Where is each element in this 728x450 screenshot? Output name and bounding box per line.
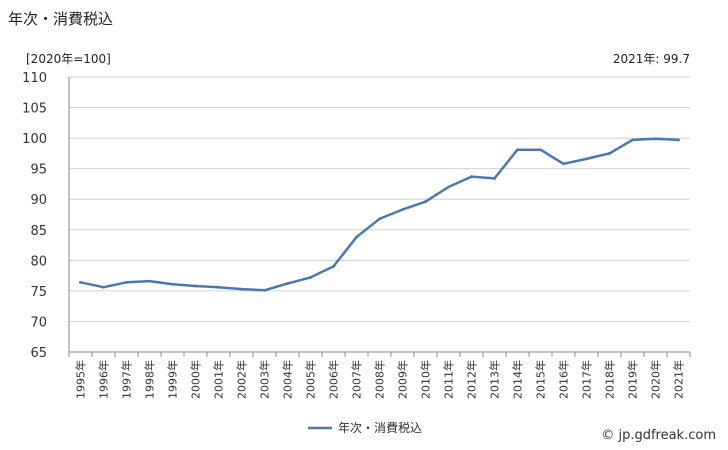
y-tick-label: 85 xyxy=(30,224,47,239)
data-point xyxy=(608,151,611,155)
x-tick-label: 2003年 xyxy=(258,360,272,399)
x-tick-label: 2002年 xyxy=(235,360,249,399)
x-tick-label: 2011年 xyxy=(442,360,456,399)
data-point xyxy=(309,276,312,279)
unit-label: [2020年=100] xyxy=(26,52,111,66)
data-point xyxy=(102,285,105,289)
x-tick-label: 1996年 xyxy=(97,360,111,399)
x-tick-label: 1997年 xyxy=(120,360,134,399)
data-point xyxy=(516,148,519,152)
data-point xyxy=(332,265,335,268)
x-tick-label: 2020年 xyxy=(649,360,663,399)
data-point xyxy=(378,217,381,221)
x-tick-label: 1995年 xyxy=(74,360,88,399)
x-tick-label: 2010年 xyxy=(419,360,433,399)
y-tick-label: 100 xyxy=(22,132,47,147)
x-tick-label: 2018年 xyxy=(603,360,617,399)
legend-label: 年次・消費税込 xyxy=(338,420,422,435)
data-point xyxy=(217,285,220,289)
x-tick-label: 2008年 xyxy=(373,360,387,399)
data-point xyxy=(240,287,243,291)
data-point xyxy=(79,280,82,284)
latest-value-note: 2021年: 99.7 xyxy=(612,52,690,66)
data-point xyxy=(654,137,657,141)
x-tick-label: 2006年 xyxy=(327,360,341,399)
x-tick-label: 2013年 xyxy=(488,360,502,399)
data-point xyxy=(631,138,634,142)
data-point xyxy=(539,148,542,152)
x-tick-label: 2016年 xyxy=(557,360,571,399)
x-tick-label: 2004年 xyxy=(281,360,295,399)
y-tick-label: 95 xyxy=(30,163,47,178)
x-tick-label: 2019年 xyxy=(626,360,640,399)
series-line xyxy=(79,137,680,292)
x-tick-label: 2017年 xyxy=(580,360,594,399)
x-tick-label: 2007年 xyxy=(350,360,364,399)
x-tick-label: 2009年 xyxy=(396,360,410,399)
x-tick-label: 2001年 xyxy=(212,360,226,399)
data-point xyxy=(355,235,358,239)
x-tick-label: 2014年 xyxy=(511,360,525,399)
y-tick-label: 105 xyxy=(22,102,47,117)
data-point xyxy=(125,280,128,284)
x-tick-label: 2000年 xyxy=(189,360,203,399)
data-point xyxy=(401,208,404,212)
data-point xyxy=(677,138,680,142)
data-point xyxy=(148,279,151,283)
data-point xyxy=(424,200,427,204)
x-tick-label: 2012年 xyxy=(465,360,479,399)
data-point xyxy=(447,185,450,189)
source-credit[interactable]: © jp.gdfreak.com xyxy=(601,428,716,443)
y-tick-label: 70 xyxy=(30,315,47,330)
x-tick-label: 2021年 xyxy=(672,360,686,399)
x-tick-label: 1999年 xyxy=(166,360,180,399)
x-tick-label: 2005年 xyxy=(304,360,318,399)
data-point xyxy=(263,288,266,292)
x-tick-label: 1998年 xyxy=(143,360,157,399)
y-tick-label: 110 xyxy=(22,71,47,86)
data-point xyxy=(171,282,174,286)
data-point xyxy=(493,177,496,180)
chart-title: 年次・消費税込 xyxy=(8,10,114,28)
data-point xyxy=(585,157,588,161)
data-point xyxy=(470,175,473,179)
x-tick-label: 2015年 xyxy=(534,360,548,399)
y-tick-label: 75 xyxy=(30,285,47,300)
y-tick-label: 80 xyxy=(30,254,47,269)
data-point xyxy=(562,162,565,166)
y-tick-label: 65 xyxy=(30,346,47,361)
data-point xyxy=(286,282,289,285)
y-tick-label: 90 xyxy=(30,193,47,208)
data-point xyxy=(194,284,197,288)
